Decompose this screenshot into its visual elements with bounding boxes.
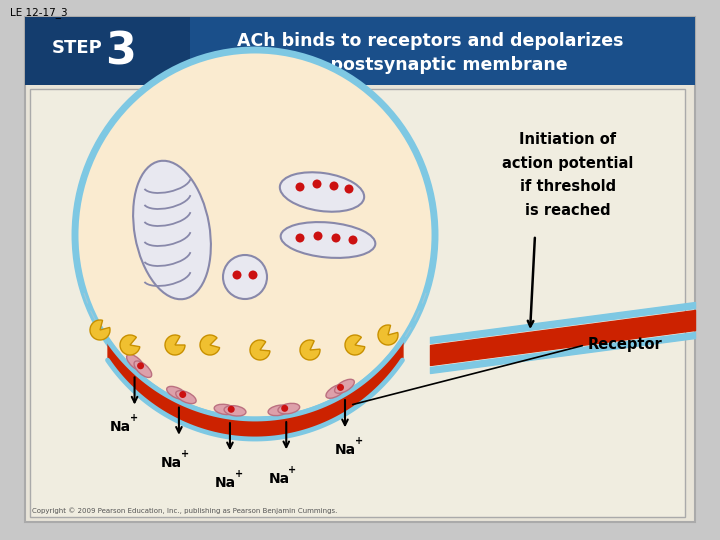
Text: Copyright © 2009 Pearson Education, Inc., publishing as Pearson Benjamin Cumming: Copyright © 2009 Pearson Education, Inc.… (32, 507, 338, 514)
Wedge shape (165, 335, 185, 355)
Ellipse shape (295, 183, 305, 192)
Ellipse shape (331, 233, 341, 242)
Text: +: + (288, 465, 297, 475)
Text: Na: Na (215, 476, 236, 490)
Ellipse shape (215, 404, 236, 415)
Wedge shape (378, 325, 398, 345)
Ellipse shape (348, 235, 358, 245)
Wedge shape (200, 335, 220, 355)
Wedge shape (250, 340, 270, 360)
Ellipse shape (233, 271, 241, 280)
Ellipse shape (179, 391, 186, 398)
Text: ACh binds to receptors and depolarizes: ACh binds to receptors and depolarizes (237, 32, 624, 50)
Ellipse shape (268, 405, 290, 416)
Ellipse shape (137, 362, 144, 369)
Text: +: + (181, 449, 189, 458)
Text: Receptor: Receptor (588, 338, 662, 353)
Bar (25, 17, 190, 85)
Ellipse shape (312, 179, 322, 188)
Ellipse shape (223, 255, 267, 299)
Ellipse shape (278, 403, 300, 414)
Wedge shape (345, 335, 365, 355)
Bar (25, 17, 695, 85)
Text: LE 12-17_3: LE 12-17_3 (10, 7, 68, 18)
Wedge shape (300, 340, 320, 360)
Ellipse shape (313, 232, 323, 240)
FancyBboxPatch shape (25, 17, 695, 522)
Text: Na: Na (335, 443, 356, 457)
Ellipse shape (228, 406, 235, 413)
Ellipse shape (326, 384, 346, 399)
Text: +: + (235, 469, 243, 479)
Text: Na: Na (269, 472, 289, 486)
Text: 3: 3 (105, 30, 136, 73)
Text: +: + (355, 436, 363, 446)
Ellipse shape (295, 233, 305, 242)
Text: Na: Na (109, 421, 131, 435)
Text: Initiation of
action potential
if threshold
is reached: Initiation of action potential if thresh… (503, 132, 634, 218)
Wedge shape (90, 320, 110, 340)
Ellipse shape (281, 222, 375, 258)
Text: the postsynaptic membrane: the postsynaptic membrane (292, 56, 568, 74)
Ellipse shape (344, 185, 354, 193)
Ellipse shape (248, 271, 258, 280)
Ellipse shape (224, 406, 246, 416)
Ellipse shape (133, 161, 211, 299)
Text: Na: Na (161, 456, 182, 470)
Ellipse shape (280, 172, 364, 212)
Text: +: + (130, 414, 138, 423)
Ellipse shape (335, 379, 354, 393)
Wedge shape (120, 335, 140, 355)
Ellipse shape (330, 181, 338, 191)
Ellipse shape (134, 361, 152, 377)
Ellipse shape (176, 390, 196, 403)
Ellipse shape (167, 387, 187, 400)
Bar (30, 89, 685, 517)
Ellipse shape (282, 405, 288, 412)
Ellipse shape (75, 50, 435, 420)
Ellipse shape (337, 384, 344, 391)
Text: STEP: STEP (52, 39, 103, 57)
Ellipse shape (127, 354, 144, 371)
